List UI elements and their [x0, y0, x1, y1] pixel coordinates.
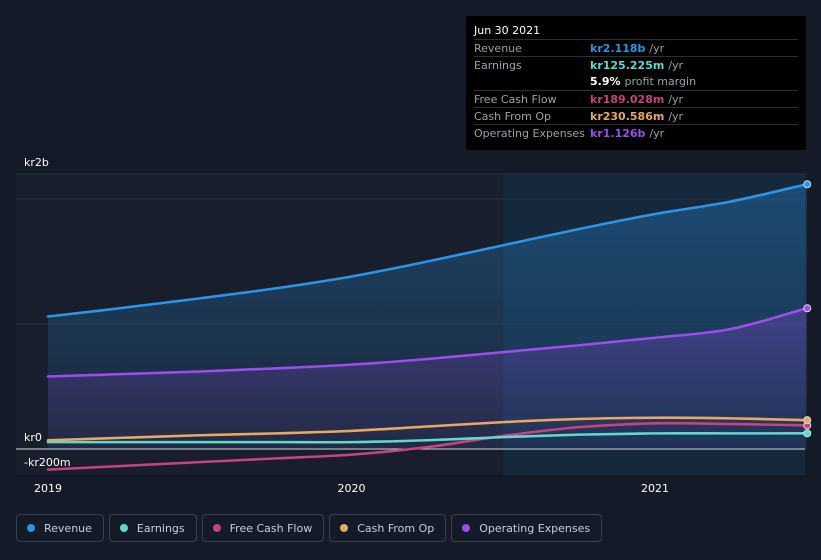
x-tick-label: 2020	[338, 482, 366, 495]
line-revenue	[46, 182, 809, 318]
legend-label: Revenue	[44, 521, 92, 535]
chart-area: kr2b kr0 -kr200m 2019 2020 2021	[16, 156, 812, 495]
tooltip-label: Cash From Op	[474, 110, 552, 123]
legend-dot-icon	[462, 524, 471, 532]
tooltip-label: Revenue	[474, 42, 522, 55]
line-operating-expenses	[46, 306, 809, 378]
tooltip-row-cash-from-op: Cash From Op kr230.586m /yr	[474, 107, 798, 124]
legend-label: Operating Expenses	[479, 521, 591, 535]
tooltip-value: kr189.028m	[590, 93, 665, 106]
legend-item-free-cash-flow[interactable]: Free Cash Flow	[201, 514, 325, 542]
y-tick-label: kr2b	[24, 156, 49, 169]
endpoint-revenue[interactable]	[803, 180, 812, 189]
tooltip-date: Jun 30 2021	[474, 24, 541, 37]
y-tick-label: -kr200m	[24, 456, 71, 469]
tooltip-unit: /yr	[649, 127, 665, 140]
endpoint-cash-from-op[interactable]	[803, 416, 812, 425]
legend-item-cash-from-op[interactable]: Cash From Op	[329, 514, 447, 542]
x-tick-label: 2019	[34, 482, 62, 495]
legend-label: Free Cash Flow	[229, 521, 313, 535]
legend-label: Cash From Op	[357, 521, 435, 535]
legend-dot-icon	[119, 524, 128, 532]
area-operating-expenses	[48, 308, 807, 449]
line-free-cash-flow	[46, 421, 809, 471]
endpoint-earnings[interactable]	[803, 429, 812, 438]
tooltip-row-earnings: Earnings kr125.225m /yr	[474, 56, 798, 73]
tooltip-row-margin: 5.9% profit margin	[474, 73, 798, 90]
legend-item-operating-expenses[interactable]: Operating Expenses	[451, 514, 603, 542]
tooltip-row-revenue: Revenue kr2.118b /yr	[474, 39, 798, 56]
tooltip-unit: /yr	[668, 110, 684, 123]
profit-margin-value: 5.9%	[590, 75, 621, 88]
endpoint-operating-expenses[interactable]	[803, 304, 812, 313]
legend: Revenue Earnings Free Cash Flow Cash Fro…	[16, 514, 603, 542]
tooltip-value: kr230.586m	[590, 110, 665, 123]
legend-label: Earnings	[136, 521, 185, 535]
line-earnings	[46, 431, 809, 444]
tooltip-value: kr1.126b	[590, 127, 646, 140]
tooltip-label: Free Cash Flow	[474, 93, 557, 106]
tooltip-label: Earnings	[474, 59, 522, 72]
tooltip-row-operating-expenses: Operating Expenses kr1.126b /yr	[474, 124, 798, 141]
legend-item-earnings[interactable]: Earnings	[108, 514, 197, 542]
tooltip-value: kr125.225m	[590, 59, 665, 72]
legend-dot-icon	[27, 524, 35, 532]
legend-item-revenue[interactable]: Revenue	[16, 514, 104, 542]
tooltip-value: kr2.118b	[590, 42, 646, 55]
x-tick-label: 2021	[641, 482, 669, 495]
tooltip-unit: /yr	[668, 59, 684, 72]
tooltip-unit: /yr	[649, 42, 665, 55]
tooltip-unit: /yr	[668, 93, 684, 106]
tooltip-row-free-cash-flow: Free Cash Flow kr189.028m /yr	[474, 90, 798, 107]
legend-dot-icon	[212, 524, 221, 532]
line-cash-from-op	[46, 416, 809, 442]
legend-dot-icon	[340, 524, 349, 532]
tooltip: Jun 30 2021 Revenue kr2.118b /yr Earning…	[466, 16, 806, 150]
profit-margin-label: profit margin	[624, 75, 697, 88]
y-tick-label: kr0	[24, 431, 42, 444]
tooltip-label: Operating Expenses	[474, 127, 585, 140]
